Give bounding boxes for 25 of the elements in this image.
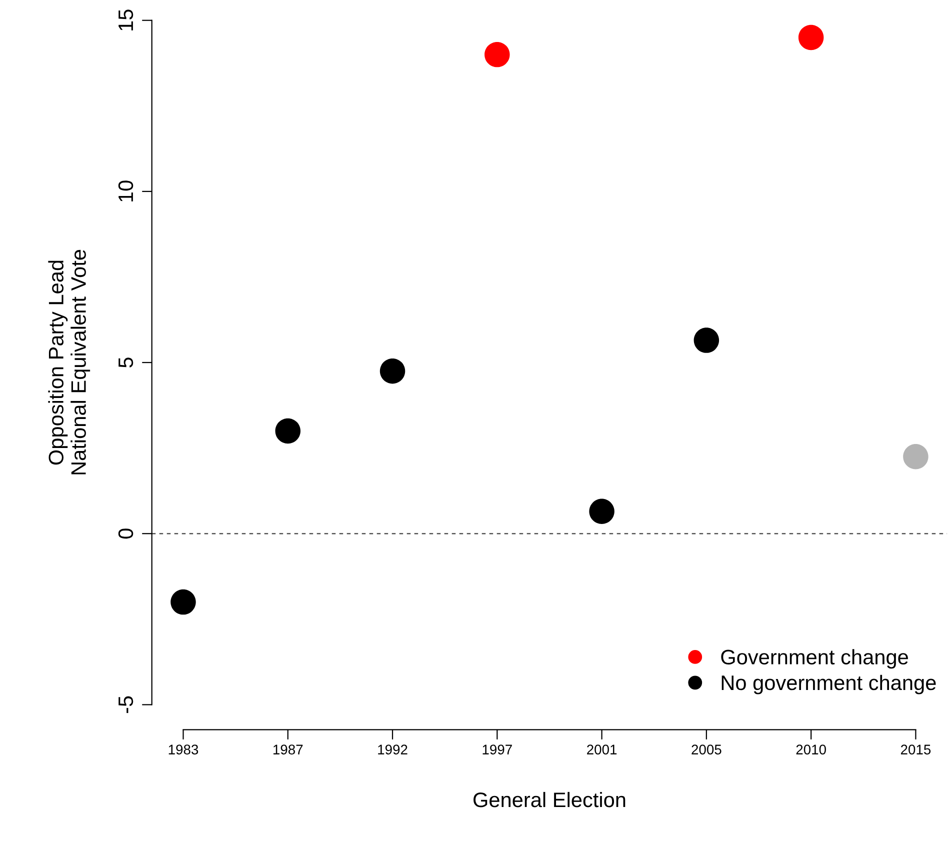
x-tick-label: 2015 [900,744,931,754]
point [903,444,928,470]
y-tick-label: 5 [118,358,134,368]
y-tick-label: 10 [118,180,134,202]
x-tick-label: 1992 [378,744,408,754]
legend-label: No government change [722,674,936,694]
point [380,358,406,384]
legend-label: Government change [721,649,908,669]
x-tick-label: 2005 [692,744,722,754]
point [798,24,824,50]
point [275,418,300,444]
y-axis-title: Opposition Party Lead National Equivalent Vote [48,250,90,474]
x-axis-title: General Election [474,792,626,808]
x-tick-label: 1983 [168,744,198,754]
x-tick-label: 1997 [482,744,512,754]
point [589,498,614,524]
point [694,328,720,353]
y-tick-label: -5 [118,696,134,714]
point [170,589,196,615]
x-tick-label: 2010 [796,744,826,754]
x-tick-label: 2001 [587,744,617,754]
y-tick-label: 0 [118,528,134,539]
x-tick-label: 1987 [273,744,303,754]
point [484,42,510,68]
y-tick-label: 15 [118,10,134,30]
